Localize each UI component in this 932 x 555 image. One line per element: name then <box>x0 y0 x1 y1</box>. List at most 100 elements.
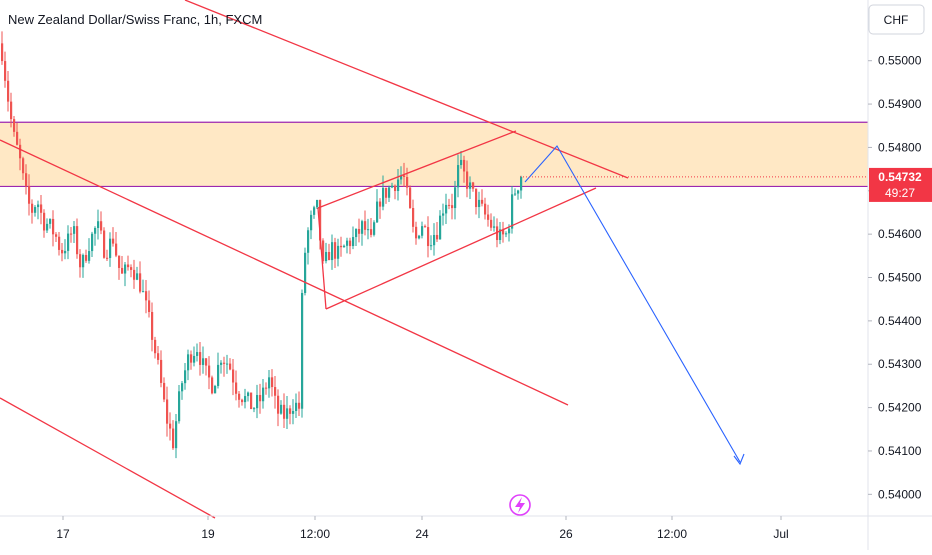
lightning-icon[interactable] <box>509 494 531 516</box>
candle-body <box>382 187 385 207</box>
candle <box>118 255 121 280</box>
candle <box>412 199 415 233</box>
price-tick-label: 0.54000 <box>878 487 922 501</box>
candle <box>169 412 172 441</box>
candle <box>415 221 418 245</box>
candle <box>19 138 22 171</box>
candle <box>373 220 376 237</box>
candle-body <box>235 382 238 394</box>
time-axis[interactable]: 17 19 12:00 24 26 12:00 Jul <box>0 515 932 541</box>
candle <box>58 232 61 256</box>
candle-body <box>43 212 46 231</box>
candle-body <box>292 410 295 414</box>
candle <box>64 239 67 260</box>
candle <box>178 385 181 424</box>
candle <box>463 155 466 183</box>
candle-body <box>121 267 124 274</box>
rising-channel-upper <box>317 130 517 209</box>
candle-body <box>268 377 271 389</box>
candle <box>358 218 361 243</box>
candle <box>409 185 412 209</box>
candle <box>259 383 262 414</box>
candle-body <box>331 242 334 261</box>
candle <box>16 122 19 146</box>
price-tick-label: 0.54900 <box>878 97 922 111</box>
candle <box>487 204 490 227</box>
candle <box>499 222 502 245</box>
descending-channel-upper <box>184 0 629 179</box>
candle-body <box>304 252 307 293</box>
candle <box>484 197 487 220</box>
candle <box>70 227 73 243</box>
candle-body <box>259 394 262 402</box>
candle-body <box>31 203 34 213</box>
candle <box>352 226 355 250</box>
candle-body <box>58 236 61 250</box>
candle-body <box>187 354 190 371</box>
candle <box>427 216 430 258</box>
chart-title: New Zealand Dollar/Swiss Franc, 1h, FXCM <box>8 12 262 27</box>
price-tick-label: 0.54200 <box>878 401 922 415</box>
candle <box>241 398 244 406</box>
candle <box>124 262 127 287</box>
price-axis[interactable]: 0.550000.549000.548000.547000.546000.545… <box>867 0 922 550</box>
candle-body <box>64 250 67 254</box>
candle-body <box>19 144 22 159</box>
candle <box>103 227 106 259</box>
candle <box>205 357 208 376</box>
candle <box>43 209 46 238</box>
candle-body <box>289 408 292 414</box>
candle <box>244 388 247 409</box>
candle-body <box>295 402 298 411</box>
candle <box>436 222 439 243</box>
candle <box>190 350 193 370</box>
candle <box>211 375 214 395</box>
candle <box>46 218 49 233</box>
candle <box>475 188 478 215</box>
candle <box>196 343 199 362</box>
currency-button[interactable]: CHF <box>868 4 925 35</box>
candle-body <box>517 190 520 194</box>
candle <box>502 221 505 243</box>
candle <box>202 346 205 374</box>
candle-body <box>403 175 406 178</box>
candle-body <box>454 187 457 209</box>
candle <box>286 395 289 430</box>
candle <box>490 213 493 231</box>
candle <box>4 51 7 88</box>
candle <box>142 279 145 293</box>
resistance-zone <box>0 121 868 188</box>
candle-body <box>508 228 511 234</box>
candle <box>430 235 433 251</box>
candle <box>106 249 109 261</box>
candle <box>304 247 307 296</box>
candle-body <box>160 359 163 383</box>
candle-body <box>199 352 202 365</box>
candle-body <box>205 358 208 366</box>
candle <box>148 290 151 318</box>
candle-body <box>325 251 328 262</box>
candle-body <box>349 240 352 247</box>
time-tick-label: 24 <box>415 527 429 541</box>
projection-arrowhead <box>733 453 745 466</box>
candle-body <box>307 230 310 253</box>
candle-body <box>220 362 223 365</box>
candle-body <box>100 221 103 231</box>
candle <box>79 249 82 278</box>
candle <box>478 191 481 219</box>
candle <box>37 200 40 220</box>
candle <box>166 386 169 437</box>
candle-body <box>310 214 313 231</box>
price-tick-label: 0.54400 <box>878 314 922 328</box>
candle <box>193 346 196 367</box>
candle-body <box>73 226 76 234</box>
time-tick-label: 19 <box>201 527 215 541</box>
candle <box>331 234 334 270</box>
candle <box>1 31 4 65</box>
candle <box>82 253 85 278</box>
candle-body <box>451 205 454 209</box>
candle-body <box>436 234 439 240</box>
candle-body <box>316 199 319 208</box>
